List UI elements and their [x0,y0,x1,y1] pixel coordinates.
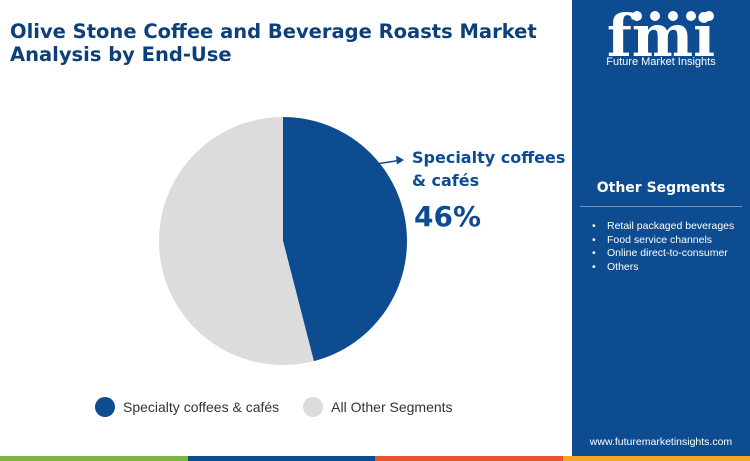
segments-divider [580,206,742,207]
website-url[interactable]: www.futuremarketinsights.com [589,436,733,448]
brand-name: Future Market Insights [606,56,716,68]
fmi-logo: fmi [607,6,715,70]
other-segments-list: Retail packaged beverages Food service c… [592,220,742,274]
callout-arrowhead [396,155,404,165]
segment-item: Retail packaged beverages [592,220,742,234]
pie-slice-other [158,117,314,365]
legend-swatch-other [303,397,324,417]
brand-sidebar: fmi Future Market Insights Other Segment… [572,0,750,461]
legend-item-other: All Other Segments [303,397,453,417]
chart-legend: Specialty coffees & cafés All Other Segm… [95,396,477,418]
chart-title: Olive Stone Coffee and Beverage Roasts M… [10,20,537,66]
segment-item: Food service channels [592,234,742,248]
legend-label-specialty: Specialty coffees & cafés [123,399,280,415]
legend-item-specialty: Specialty coffees & cafés [95,397,279,417]
slice-value-specialty: 46% [414,200,482,233]
pie-chart [158,117,407,365]
bottom-color-bar [0,456,750,461]
segment-item: Online direct-to-consumer [592,247,742,261]
slice-label-specialty: Specialty coffees & cafés [412,148,566,190]
segment-item: Others [592,261,742,275]
fmi-logo-text: fmi [607,6,715,70]
other-segments-heading: Other Segments [596,180,726,196]
legend-swatch-specialty [95,397,115,417]
legend-label-other: All Other Segments [331,399,453,415]
pie-slice-specialty [283,117,407,362]
